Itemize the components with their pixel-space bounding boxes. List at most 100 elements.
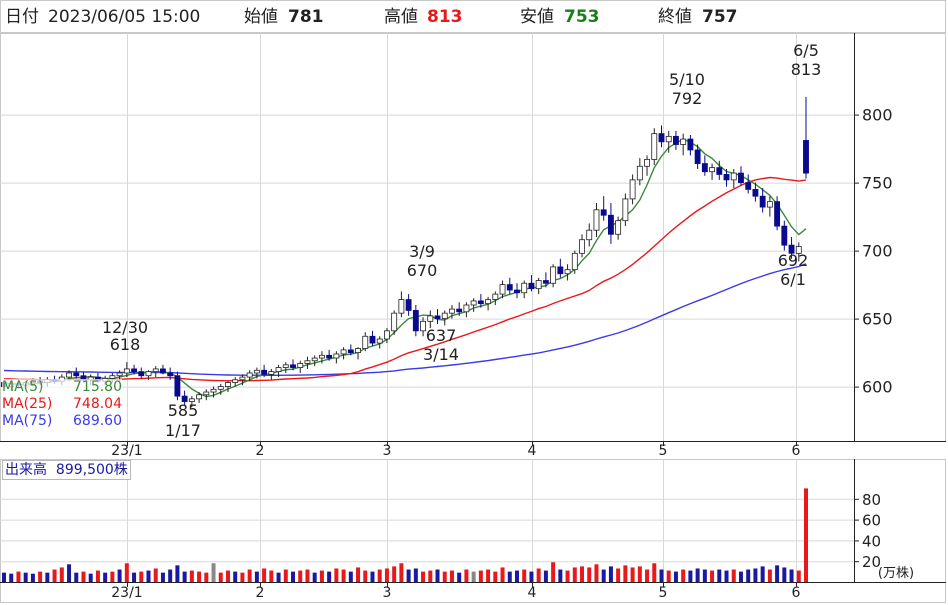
annotation-line2: 792 bbox=[672, 89, 703, 108]
high-value: 813 bbox=[427, 7, 463, 27]
candle-body bbox=[181, 395, 188, 402]
candle-body bbox=[203, 391, 210, 396]
volume-bar bbox=[652, 563, 657, 582]
high-label: 高値 bbox=[384, 7, 418, 27]
volume-bar bbox=[457, 572, 462, 582]
annotation-line1: 6/5 bbox=[793, 41, 819, 60]
volume-bar bbox=[160, 572, 165, 582]
volume-bar bbox=[796, 570, 801, 582]
x-tick-label: 6 bbox=[792, 585, 801, 601]
volume-bar bbox=[471, 571, 476, 582]
candles bbox=[1, 96, 809, 407]
volume-bar bbox=[168, 569, 173, 582]
candle bbox=[167, 367, 174, 380]
volume-bar bbox=[681, 569, 686, 582]
volume-bar bbox=[710, 570, 715, 582]
candle-body bbox=[340, 349, 347, 355]
candle-body bbox=[116, 372, 123, 377]
volume-bar bbox=[233, 571, 238, 582]
candle bbox=[579, 234, 585, 258]
candle bbox=[412, 305, 419, 337]
candle-body bbox=[528, 282, 535, 290]
candle-body bbox=[391, 312, 398, 332]
candle bbox=[766, 196, 773, 217]
volume-bar bbox=[103, 572, 108, 582]
candle bbox=[181, 390, 188, 406]
candle-body bbox=[759, 195, 766, 208]
volume-bar bbox=[356, 567, 361, 582]
moving-average-lines bbox=[3, 138, 807, 398]
candle bbox=[586, 223, 593, 247]
volume-bar bbox=[789, 569, 794, 582]
candle-body bbox=[521, 282, 528, 294]
candle bbox=[391, 310, 398, 335]
volume-bar bbox=[804, 488, 808, 582]
candle-body bbox=[644, 159, 650, 167]
volume-bar bbox=[594, 564, 599, 582]
grid-lines bbox=[0, 33, 854, 582]
volume-bar bbox=[110, 571, 115, 582]
volume-bar bbox=[738, 571, 743, 582]
x-tick-label: 4 bbox=[528, 443, 537, 459]
candle-body bbox=[427, 315, 434, 322]
annotation-line2: 813 bbox=[791, 60, 822, 79]
candle-body bbox=[326, 354, 333, 359]
candle bbox=[774, 196, 781, 231]
volume-bar bbox=[262, 568, 267, 582]
volume-bar bbox=[659, 569, 664, 582]
x-tick-label: 4 bbox=[528, 585, 537, 601]
x-tick-label: 23/1 bbox=[111, 585, 142, 601]
candle-body bbox=[282, 364, 289, 368]
candle bbox=[615, 216, 622, 240]
candle bbox=[665, 130, 672, 153]
candle bbox=[485, 296, 492, 311]
volume-bar bbox=[312, 572, 317, 582]
candle bbox=[384, 328, 390, 344]
volume-bar bbox=[637, 566, 642, 582]
volume-bar bbox=[399, 563, 404, 582]
candle-body bbox=[318, 354, 325, 359]
candle-body bbox=[384, 330, 390, 340]
x-tick-label: 3 bbox=[383, 443, 392, 459]
candle-body bbox=[485, 299, 492, 305]
candle bbox=[347, 344, 354, 356]
volume-bar bbox=[514, 570, 519, 582]
candle bbox=[318, 351, 325, 364]
candle bbox=[723, 169, 730, 187]
candle-body bbox=[109, 375, 116, 379]
volume-bar bbox=[608, 566, 613, 582]
candle-body bbox=[615, 220, 622, 235]
candle-body bbox=[658, 133, 665, 143]
volume-bar bbox=[551, 562, 556, 582]
price-tick-label: 750 bbox=[862, 174, 893, 193]
candle-body bbox=[355, 348, 361, 353]
candle-body bbox=[261, 369, 268, 375]
annotation-line1: 3/9 bbox=[409, 242, 435, 261]
candle-body bbox=[275, 367, 282, 373]
annotation-line2: 1/17 bbox=[165, 421, 201, 440]
x-tick-label: 23/1 bbox=[111, 443, 142, 459]
candle-body bbox=[788, 244, 795, 254]
candle bbox=[304, 356, 311, 369]
candle-body bbox=[167, 372, 174, 377]
annotation-line2: 670 bbox=[407, 261, 438, 280]
x-tick-label: 6 bbox=[792, 443, 801, 459]
candle bbox=[571, 250, 578, 274]
candle-body bbox=[593, 209, 600, 231]
volume-bar bbox=[673, 571, 678, 582]
candle bbox=[738, 166, 744, 186]
candle-body bbox=[311, 357, 318, 362]
volume-bar bbox=[500, 567, 505, 582]
volume-bar bbox=[442, 571, 447, 582]
volume-tick-label: 80 bbox=[862, 491, 881, 509]
volume-bar bbox=[197, 571, 202, 582]
candle bbox=[470, 298, 477, 312]
candle-body bbox=[239, 376, 246, 381]
candle-body bbox=[607, 214, 614, 235]
volume-bar bbox=[38, 571, 43, 582]
annotations: 12/306185851/173/96706373/145/107926926/… bbox=[102, 41, 821, 440]
candle bbox=[456, 302, 463, 316]
volume-bar bbox=[240, 572, 245, 582]
